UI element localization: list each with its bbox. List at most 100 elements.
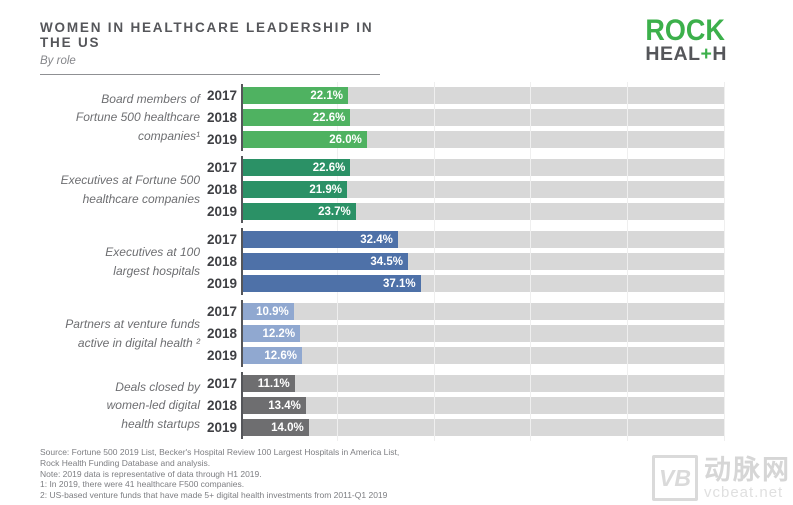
group-bars: 2017 22.6% 2018 21.9% 2019 23.7% [200,156,725,223]
bar-fill: 32.4% [241,231,398,248]
chart-group: Partners at venture funds active in digi… [40,300,730,367]
source-note-line: Source: Fortune 500 2019 List, Becker's … [40,447,400,457]
vcbeat-watermark: VB 动脉网 vcbeat.net [652,455,791,501]
year-label: 2017 [206,304,237,319]
chart-header: WOMEN IN HEALTHCARE LEADERSHIP IN THE US… [40,20,385,75]
year-label: 2019 [206,348,237,363]
bar-row: 2017 32.4% [200,231,725,248]
year-label: 2019 [206,420,237,435]
bar-track: 12.2% [241,325,725,342]
bar-row: 2019 14.0% [200,419,725,436]
year-label: 2019 [206,276,237,291]
bar-fill: 37.1% [241,275,421,292]
bar-row: 2017 10.9% [200,303,725,320]
bar-track: 22.1% [241,87,725,104]
bar-fill: 22.1% [241,87,348,104]
bar-row: 2017 22.6% [200,159,725,176]
group-bars: 2017 10.9% 2018 12.2% 2019 12.6% [200,300,725,367]
bar-row: 2018 12.2% [200,325,725,342]
bar-fill: 14.0% [241,419,309,436]
bar-track: 22.6% [241,159,725,176]
source-note-line: Rock Health Funding Database and analysi… [40,457,211,468]
bar-value-label: 34.5% [370,255,403,268]
bar-value-label: 23.7% [318,205,351,218]
category-label: Executives at 100 largest hospitals [105,245,200,278]
bar-value-label: 37.1% [382,277,416,290]
chart-group: Board members of Fortune 500 healthcare … [40,84,730,151]
bar-row: 2019 23.7% [200,203,725,220]
bar-value-label: 22.6% [312,111,346,124]
bar-track: 12.6% [241,347,725,364]
bar-track: 32.4% [241,231,725,248]
year-label: 2018 [206,398,237,413]
group-bars: 2017 22.1% 2018 22.6% 2019 26.0% [200,84,725,151]
year-label: 2017 [206,88,237,103]
bar-value-label: 12.2% [262,327,296,340]
source-note-line: Note: 2019 data is representative of dat… [40,468,262,479]
group-bars: 2017 32.4% 2018 34.5% 2019 37.1% [200,228,725,295]
chart-group: Executives at 100 largest hospitals 2017 3… [40,228,730,295]
category-label: Deals closed by women-led digital health… [106,379,200,431]
bar-row: 2018 13.4% [200,397,725,414]
watermark-site-text: vcbeat.net [704,483,784,501]
bar-row: 2018 34.5% [200,253,725,270]
bar-row: 2017 11.1% [200,375,725,392]
bar-track: 37.1% [241,275,725,292]
logo-rock-text: ROCK [645,13,725,47]
bar-value-label: 26.0% [329,133,362,146]
year-label: 2018 [206,182,237,197]
logo-h-part: H [712,43,727,65]
bar-fill: 26.0% [241,131,367,148]
bar-value-label: 32.4% [360,233,393,246]
chart-group: Deals closed by women-led digital health… [40,372,730,439]
bar-value-label: 22.1% [310,89,343,102]
year-label: 2018 [206,254,237,269]
bar-track: 13.4% [241,397,725,414]
bar-value-label: 12.6% [264,349,297,362]
grouped-bar-chart: Board members of Fortune 500 healthcare … [40,82,730,444]
bar-row: 2018 22.6% [200,109,725,126]
year-label: 2019 [206,132,237,147]
logo-heal-part: HEAL [645,43,701,65]
category-label: Executives at Fortune 500 healthcare com… [60,173,200,206]
bar-value-label: 11.1% [257,377,290,390]
page-subtitle: By role [40,55,76,67]
header-divider [40,74,380,75]
bar-fill: 10.9% [241,303,294,320]
watermark-chinese-text: 动脉网 [704,454,791,485]
page-title: WOMEN IN HEALTHCARE LEADERSHIP IN THE US [40,20,374,50]
bar-row: 2018 21.9% [200,181,725,198]
bar-value-label: 10.9% [256,305,289,318]
category-label: Partners at venture funds active in digi… [65,317,200,350]
bar-fill: 21.9% [241,181,347,198]
bar-fill: 11.1% [241,375,295,392]
rock-health-logo: ROCK HEAL+H [645,13,727,65]
bar-track: 26.0% [241,131,725,148]
bar-fill: 12.2% [241,325,301,342]
bar-track: 11.1% [241,375,725,392]
category-label: Board members of Fortune 500 healthcare … [75,91,200,143]
source-notes: Source: Fortune 500 2019 List, Becker's … [40,447,399,501]
year-label: 2019 [206,204,237,219]
bar-value-label: 13.4% [268,399,301,412]
group-bars: 2017 11.1% 2018 13.4% 2019 14.0% [200,372,725,439]
source-note-line: 2: US-based venture funds that have made… [40,490,388,501]
year-label: 2017 [206,232,237,247]
year-label: 2018 [206,326,237,341]
bar-fill: 12.6% [241,347,302,364]
bar-track: 23.7% [241,203,725,220]
bar-row: 2019 26.0% [200,131,725,148]
bar-value-label: 22.6% [312,161,346,174]
bar-fill: 22.6% [241,159,351,176]
year-label: 2017 [206,160,237,175]
source-note-line: 1: In 2019, there were 41 healthcare F50… [40,479,245,490]
year-label: 2018 [206,110,237,125]
bar-track: 21.9% [241,181,725,198]
bar-value-label: 14.0% [271,421,304,434]
bar-fill: 13.4% [241,397,306,414]
bar-track: 34.5% [241,253,725,270]
vb-logo-icon: VB [652,455,698,501]
logo-health-text: HEAL+H [645,43,727,65]
year-label: 2017 [206,376,237,391]
